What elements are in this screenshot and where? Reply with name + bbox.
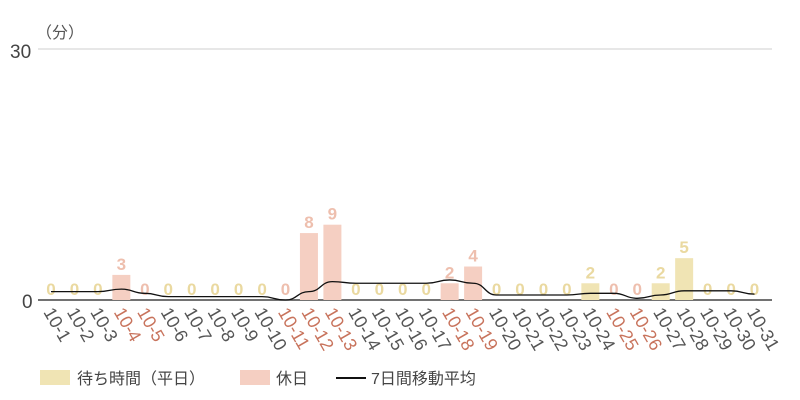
bar [440,283,459,300]
bar [675,258,694,300]
bar [323,224,342,300]
bar [299,233,318,300]
data-label: 0 [515,280,524,299]
data-label: 0 [234,280,243,299]
bar [112,274,131,300]
data-label: 0 [257,280,266,299]
legend-label-holiday: 休日 [276,370,308,388]
data-label: 0 [93,280,102,299]
data-label: 5 [679,238,688,257]
legend-swatch-weekday [40,370,70,385]
data-label: 0 [492,280,501,299]
data-label: 0 [421,280,430,299]
data-label: 0 [351,280,360,299]
data-label: 0 [726,280,735,299]
legend-label-moving-average: 7日間移動平均 [371,370,476,388]
bar [651,283,670,300]
data-label: 2 [656,263,665,282]
bar [581,283,600,300]
moving-average-line [51,279,755,301]
data-label: 0 [375,280,384,299]
y-tick-label: 30 [10,42,31,63]
data-label: 0 [633,280,642,299]
data-label: 2 [445,263,454,282]
data-label: 0 [46,280,55,299]
data-label: 0 [703,280,712,299]
data-label: 0 [562,280,571,299]
data-label: 0 [210,280,219,299]
unit-label: （分） [36,24,84,42]
data-label: 0 [539,280,548,299]
y-tick-label: 0 [22,292,33,313]
data-label: 0 [281,280,290,299]
data-label: 0 [398,280,407,299]
data-label: 9 [328,205,337,224]
data-label: 0 [164,280,173,299]
data-label: 0 [70,280,79,299]
data-label: 8 [304,213,313,232]
data-label: 4 [468,247,478,266]
legend-swatch-holiday [240,370,270,385]
data-label: 0 [140,280,149,299]
data-label: 3 [117,255,126,274]
data-label: 0 [750,280,759,299]
data-label: 0 [609,280,618,299]
legend-label-weekday: 待ち時間（平日） [77,370,205,388]
data-label: 2 [586,263,595,282]
data-label: 0 [187,280,196,299]
